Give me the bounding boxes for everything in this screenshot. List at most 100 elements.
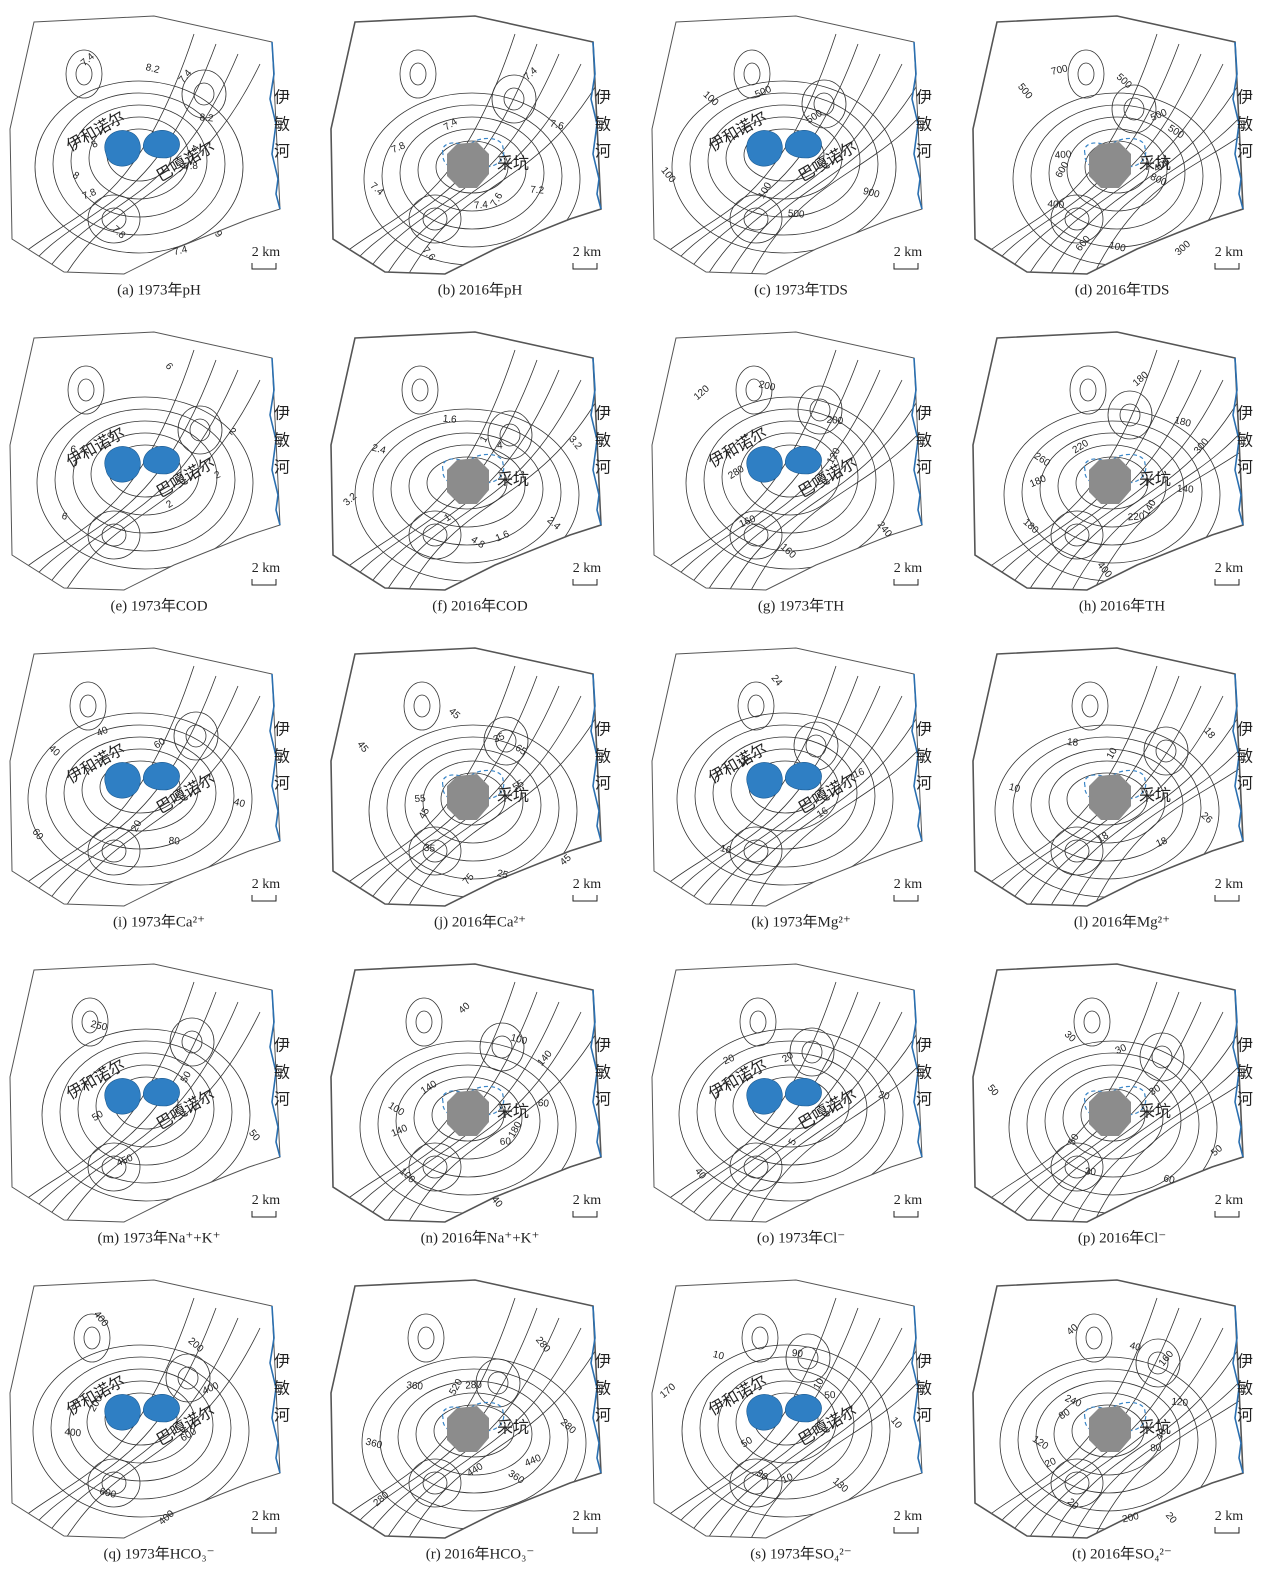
lake (105, 1078, 141, 1114)
scale-label: 2 km (252, 1193, 281, 1208)
mining-pit (447, 458, 489, 504)
pit-label: 采坑 (497, 1102, 529, 1121)
contour-label: 500 (787, 208, 805, 220)
river-label: 伊 (274, 720, 290, 739)
lake (747, 1394, 783, 1430)
mining-pit (1089, 774, 1131, 820)
river-label: 河 (1237, 774, 1253, 793)
contour-label: 35 (423, 843, 435, 855)
scale-label: 2 km (252, 877, 281, 892)
lake (143, 130, 179, 158)
river-label: 敏 (595, 1379, 611, 1398)
river-label: 河 (595, 1406, 611, 1425)
caption: (h) 2016年TH (1079, 597, 1165, 614)
mining-pit (1089, 142, 1131, 188)
river-label: 敏 (274, 1063, 290, 1082)
river-label: 河 (274, 1090, 290, 1109)
lake (105, 762, 141, 798)
scale-label: 2 km (573, 245, 602, 260)
scale-label: 2 km (573, 1193, 602, 1208)
lake (143, 1078, 179, 1106)
scale-label: 2 km (1215, 245, 1244, 260)
lake (785, 446, 821, 474)
contour-label: 1.6 (442, 414, 457, 426)
scale-label: 2 km (1215, 561, 1244, 576)
caption: (m) 1973年Na⁺+K⁺ (97, 1229, 220, 1246)
lake (785, 130, 821, 158)
caption: (l) 2016年Mg²⁺ (1074, 913, 1170, 930)
contour-label: 400 (64, 1427, 82, 1439)
lake (747, 446, 783, 482)
scale-label: 2 km (894, 561, 923, 576)
river-label: 河 (916, 142, 932, 161)
scale-label: 2 km (252, 245, 281, 260)
river-label: 敏 (595, 431, 611, 450)
lake (747, 1078, 783, 1114)
river-label: 河 (1237, 142, 1253, 161)
pit-label: 采坑 (1139, 1102, 1171, 1121)
caption: (g) 1973年TH (758, 597, 844, 614)
pit-label: 采坑 (1139, 786, 1171, 805)
river-label: 河 (274, 1406, 290, 1425)
river-label: 伊 (274, 1036, 290, 1055)
river-label: 伊 (1237, 404, 1253, 423)
mining-pit (447, 774, 489, 820)
river-label: 伊 (916, 1352, 932, 1371)
river-label: 河 (1237, 1406, 1253, 1425)
caption: (a) 1973年pH (117, 281, 201, 298)
river-label: 伊 (274, 88, 290, 107)
lake (785, 762, 821, 790)
caption: (d) 2016年TDS (1075, 281, 1170, 298)
river-label: 河 (274, 458, 290, 477)
lake (143, 1394, 179, 1422)
caption: (j) 2016年Ca²⁺ (434, 913, 526, 930)
river-label: 敏 (1237, 747, 1253, 766)
contour-label: 50 (824, 1390, 836, 1402)
caption: (r) 2016年HCO₃⁻ (426, 1545, 535, 1562)
pit-label: 采坑 (497, 1418, 529, 1437)
contour-label: 80 (168, 836, 180, 848)
contour-label: 400 (1054, 149, 1072, 161)
river-label: 伊 (595, 1036, 611, 1055)
pit-label: 采坑 (1139, 470, 1171, 489)
river-label: 敏 (595, 115, 611, 134)
river-label: 河 (916, 458, 932, 477)
caption: (q) 1973年HCO₃⁻ (103, 1545, 214, 1562)
contour-label: 140 (1176, 483, 1194, 495)
contour-label: 280 (465, 1380, 483, 1392)
river-label: 伊 (595, 1352, 611, 1371)
scale-label: 2 km (252, 561, 281, 576)
lake (105, 446, 141, 482)
contour-label: 8.2 (199, 112, 214, 124)
contour-label: 400 (1047, 199, 1065, 211)
lake (143, 762, 179, 790)
river-label: 敏 (274, 115, 290, 134)
caption: (t) 2016年SO₄²⁻ (1072, 1545, 1172, 1562)
contour-label: 200 (826, 415, 844, 427)
river-label: 河 (274, 142, 290, 161)
river-label: 敏 (274, 1379, 290, 1398)
mining-pit (1089, 1090, 1131, 1136)
contour-label: 360 (406, 1380, 424, 1392)
contour-label: 60 (499, 1136, 511, 1148)
scale-label: 2 km (573, 1509, 602, 1524)
scale-label: 2 km (573, 877, 602, 892)
river-label: 河 (916, 1090, 932, 1109)
caption: (c) 1973年TDS (754, 281, 848, 298)
river-label: 河 (916, 774, 932, 793)
lake (143, 446, 179, 474)
scale-label: 2 km (1215, 1193, 1244, 1208)
contour-label: 7.2 (530, 184, 545, 196)
lake (747, 130, 783, 166)
river-label: 敏 (274, 431, 290, 450)
mining-pit (1089, 458, 1131, 504)
river-label: 伊 (1237, 720, 1253, 739)
river-label: 河 (916, 1406, 932, 1425)
caption: (b) 2016年pH (438, 281, 523, 298)
caption: (e) 1973年COD (110, 597, 207, 614)
scale-label: 2 km (1215, 1509, 1244, 1524)
mining-pit (447, 1090, 489, 1136)
mining-pit (447, 1406, 489, 1452)
caption: (f) 2016年COD (432, 597, 528, 614)
river-label: 河 (595, 1090, 611, 1109)
